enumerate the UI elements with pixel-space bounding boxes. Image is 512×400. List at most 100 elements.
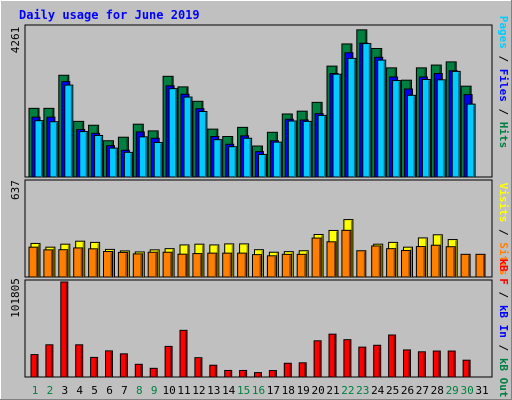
x-tick-day-7: 7 <box>121 384 128 397</box>
bar-shadow-pages-day-15 <box>249 139 252 177</box>
bar-shadow-sites-day-31 <box>483 255 485 277</box>
x-tick-day-4: 4 <box>76 384 83 397</box>
bar-shadow-sites-day-29 <box>453 247 455 277</box>
bar-shadow-kb-f-day-6 <box>110 351 112 377</box>
bar-shadow-visits-day-22 <box>350 220 353 277</box>
bar-sites-day-18 <box>281 253 292 278</box>
x-tick-day-12: 12 <box>192 384 205 397</box>
bar-shadow-visits-day-1 <box>38 244 40 277</box>
bar-kb-f-day-18 <box>283 362 292 378</box>
bar-shadow-visits-day-18 <box>291 252 293 277</box>
bar-shadow-visits-day-13 <box>216 245 219 277</box>
bar-shadow-pages-day-17 <box>279 143 281 177</box>
bar-pages-day-3 <box>64 84 74 178</box>
bar-shadow-sites-day-12 <box>199 254 202 277</box>
bar-shadow-kb-f-day-23 <box>363 348 366 377</box>
x-tick-day-14: 14 <box>222 384 236 397</box>
bar-shadow-pages-day-16 <box>264 155 266 177</box>
bar-shadow-kb-f-day-29 <box>453 352 455 377</box>
bar-shadow-sites-day-24 <box>378 246 381 277</box>
legend-part-1-2: Sites <box>497 242 510 275</box>
bar-sites-day-6 <box>103 250 113 278</box>
bar-shadow-sites-day-16 <box>259 255 261 277</box>
legend-part-1-1: / <box>497 222 510 242</box>
panel-visits: 637 Visits / Sites <box>9 179 510 278</box>
bar-shadow-kb-f-day-15 <box>244 371 247 377</box>
bar-kb-f-day-16 <box>254 372 262 378</box>
bar-pages-day-17 <box>272 141 282 178</box>
bar-shadow-kb-f-day-30 <box>468 361 470 377</box>
bar-shadow-visits-day-26 <box>410 248 412 277</box>
bar-pages-day-4 <box>79 131 89 178</box>
bar-shadow-sites-day-9 <box>155 253 157 277</box>
x-axis-day-labels: 1 2 3 4 5 6 7 8 9 10 11 12 13 14 15 16 17 18 19 20 21 22 23 24 2… <box>32 384 489 397</box>
bar-pages-day-2 <box>49 121 59 178</box>
legend-part-2-1: / <box>497 285 510 305</box>
panel-hits: 4261 Pages / Files / Hits <box>9 16 510 178</box>
bar-sites-day-2 <box>43 249 54 278</box>
x-tick-day-31: 31 <box>475 384 488 397</box>
bar-shadow-sites-day-15 <box>244 254 247 277</box>
bar-shadow-pages-day-20 <box>324 116 326 177</box>
bar-sites-day-19 <box>296 253 307 278</box>
bar-kb-f-day-27 <box>417 351 426 378</box>
panel-hits-max-label: 4261 <box>9 27 22 54</box>
bar-shadow-kb-f-day-2 <box>50 345 53 377</box>
bar-shadow-pages-day-19 <box>309 122 311 177</box>
bar-kb-f-day-25 <box>388 334 397 378</box>
bar-shadow-visits-day-8 <box>142 252 144 277</box>
bar-shadow-kb-f-day-5 <box>95 358 98 377</box>
bar-shadow-kb-f-day-9 <box>155 369 157 377</box>
bar-shadow-sites-day-22 <box>348 231 351 277</box>
bar-sites-day-10 <box>162 251 173 278</box>
bar-shadow-kb-f-day-21 <box>334 335 336 377</box>
bar-kb-f-day-3 <box>60 281 69 378</box>
x-tick-day-5: 5 <box>91 384 98 397</box>
bar-sites-day-4 <box>73 247 84 278</box>
bar-sites-day-1 <box>28 246 39 278</box>
bar-sites-day-28 <box>430 244 441 278</box>
bar-shadow-pages-day-9 <box>160 143 162 177</box>
bar-shadow-pages-day-27 <box>428 80 430 177</box>
bar-pages-day-13 <box>213 139 223 178</box>
x-tick-day-10: 10 <box>162 384 175 397</box>
x-tick-day-19: 19 <box>297 384 310 397</box>
bar-shadow-sites-day-2 <box>50 250 53 277</box>
bar-shadow-kb-f-day-10 <box>170 347 172 377</box>
bar-shadow-sites-day-17 <box>274 256 276 277</box>
bar-shadow-sites-day-7 <box>125 253 127 277</box>
bar-shadow-visits-day-15 <box>246 244 249 277</box>
bar-pages-day-11 <box>183 96 193 178</box>
bar-shadow-sites-day-26 <box>408 251 410 277</box>
bar-sites-day-5 <box>88 248 99 278</box>
bar-kb-f-day-30 <box>462 359 471 378</box>
bar-pages-day-14 <box>228 146 238 178</box>
bar-shadow-sites-day-10 <box>170 253 172 277</box>
bar-kb-f-day-28 <box>432 350 441 378</box>
bar-kb-f-day-2 <box>45 344 54 378</box>
bar-pages-day-5 <box>94 134 104 178</box>
panel-hits-legend: Pages / Files / Hits <box>497 16 510 149</box>
bar-sites-day-14 <box>222 252 233 278</box>
bar-shadow-pages-day-7 <box>130 153 132 177</box>
bar-kb-f-day-17 <box>268 370 277 378</box>
bar-shadow-kb-f-day-22 <box>348 340 351 377</box>
bar-shadow-visits-day-9 <box>157 250 159 277</box>
bar-shadow-sites-day-27 <box>423 247 425 277</box>
x-tick-day-9: 9 <box>151 384 158 397</box>
x-tick-day-11: 11 <box>177 384 190 397</box>
bar-shadow-pages-day-28 <box>443 80 445 177</box>
bar-sites-day-25 <box>386 248 397 278</box>
bar-shadow-visits-day-10 <box>172 249 174 277</box>
bar-shadow-visits-day-12 <box>201 245 204 277</box>
panel-visits-legend: Visits / Sites <box>497 183 510 276</box>
panel-hits-bars <box>28 29 476 178</box>
bar-shadow-visits-day-5 <box>97 243 100 277</box>
x-tick-day-3: 3 <box>61 384 68 397</box>
bar-pages-day-28 <box>436 79 446 178</box>
bar-kb-f-day-15 <box>239 369 248 378</box>
bar-sites-day-27 <box>415 246 426 278</box>
bar-shadow-kb-f-day-25 <box>393 336 396 377</box>
bar-sites-day-20 <box>311 237 322 278</box>
